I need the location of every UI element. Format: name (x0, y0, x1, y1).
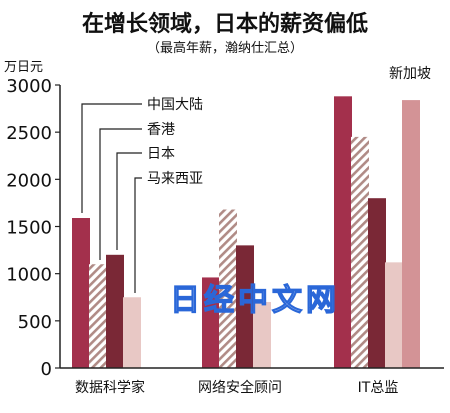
y-tick-label: 2500 (6, 123, 52, 144)
bar-hongkong_stripe-1 (219, 209, 237, 368)
legend-label-singapore: 新加坡 (389, 66, 431, 82)
y-axis-label: 万日元 (4, 60, 43, 75)
y-tick-label: 0 (41, 359, 52, 380)
chart-subtitle: （最高年薪，瀚纳仕汇总） (147, 40, 303, 56)
bar-hongkong_stripe-0 (89, 264, 107, 368)
y-tick-label: 2000 (6, 170, 52, 191)
x-category-label: IT总监 (358, 380, 399, 396)
bar-china-0 (72, 218, 90, 368)
legend-label-hongkong_stripe: 香港 (147, 122, 175, 138)
bar-china-2 (334, 96, 352, 368)
bar-hongkong_stripe-2 (351, 136, 369, 368)
bar-japan-0 (106, 254, 124, 368)
legend-label-malaysia: 马来西亚 (147, 171, 203, 187)
bar-malaysia-1 (253, 301, 271, 368)
legend-leader-line (81, 103, 142, 213)
bar-japan-1 (236, 245, 254, 368)
bar-china-1 (202, 277, 220, 368)
legend-leader-line (134, 177, 142, 293)
y-tick-label: 500 (18, 312, 52, 333)
x-category-label: 网络安全顾问 (198, 379, 282, 396)
bar-malaysia-0 (123, 297, 141, 368)
y-tick-label: 3000 (6, 76, 52, 97)
legend-label-china: 中国大陆 (147, 97, 203, 113)
bar-singapore-2 (402, 100, 420, 369)
bar-malaysia-2 (385, 262, 403, 368)
bar-japan-2 (368, 198, 386, 368)
y-tick-label: 1500 (6, 218, 52, 239)
legend-label-japan: 日本 (147, 146, 175, 162)
y-tick-label: 1000 (6, 265, 52, 286)
legend-leader-line (116, 152, 142, 250)
chart-title: 在增长领域，日本的薪资偏低 (82, 11, 368, 37)
x-category-label: 数据科学家 (75, 379, 145, 396)
watermark: 日经中文网 (170, 283, 340, 318)
legend-leader-line (99, 128, 142, 260)
